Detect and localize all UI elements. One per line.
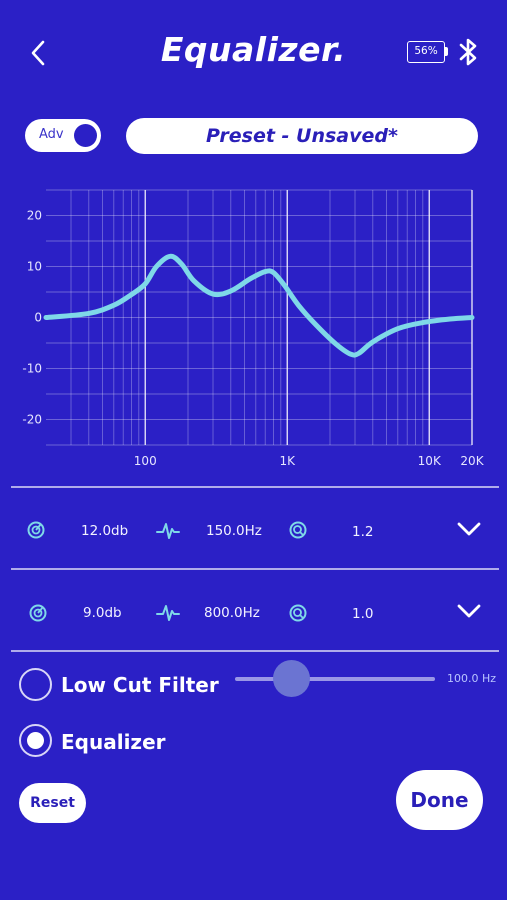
adv-toggle[interactable]: Adv bbox=[25, 119, 101, 152]
band-q: 1.0 bbox=[352, 606, 374, 622]
page-title: Equalizer. bbox=[160, 30, 347, 69]
toggle-knob bbox=[74, 124, 97, 147]
low-cut-radio[interactable] bbox=[19, 668, 52, 701]
low-cut-slider-handle[interactable] bbox=[272, 660, 310, 697]
eq-curve-line bbox=[43, 253, 475, 358]
band-row[interactable]: 12.0db 150.0Hz 1.2 bbox=[0, 488, 507, 568]
x-tick-label: 100 bbox=[134, 454, 157, 468]
x-tick-label: 20K bbox=[460, 454, 484, 468]
band-frequency: 150.0Hz bbox=[206, 523, 262, 539]
y-tick-label: 0 bbox=[34, 311, 42, 325]
y-tick-label: 20 bbox=[27, 209, 42, 223]
x-tick-label: 1K bbox=[279, 454, 296, 468]
equalizer-radio[interactable] bbox=[19, 724, 52, 757]
back-button[interactable] bbox=[24, 38, 52, 68]
y-tick-label: -20 bbox=[22, 413, 42, 427]
radio-dot bbox=[27, 732, 44, 749]
done-button[interactable]: Done bbox=[396, 770, 483, 830]
low-cut-value: 100.0 Hz bbox=[447, 672, 497, 685]
reset-button[interactable]: Reset bbox=[19, 783, 86, 823]
band-row[interactable]: 9.0db 800.0Hz 1.0 bbox=[0, 570, 507, 650]
divider bbox=[11, 650, 499, 652]
q-factor-icon bbox=[289, 604, 307, 622]
x-tick-label: 10K bbox=[418, 454, 442, 468]
chevron-down-icon[interactable] bbox=[456, 603, 482, 619]
y-tick-label: -10 bbox=[22, 362, 42, 376]
bluetooth-icon[interactable] bbox=[456, 36, 482, 68]
divider bbox=[11, 568, 499, 570]
divider bbox=[11, 486, 499, 488]
low-cut-slider-track[interactable] bbox=[235, 677, 435, 681]
chevron-down-icon[interactable] bbox=[456, 521, 482, 537]
gain-dial-icon bbox=[29, 604, 47, 622]
adv-toggle-label: Adv bbox=[39, 127, 64, 142]
equalizer-label: Equalizer bbox=[61, 730, 166, 754]
gain-dial-icon bbox=[27, 521, 45, 539]
battery-indicator: 56% bbox=[407, 41, 445, 63]
y-tick-label: 10 bbox=[27, 260, 42, 274]
band-q: 1.2 bbox=[352, 524, 374, 540]
q-factor-icon bbox=[289, 521, 307, 539]
frequency-wave-icon bbox=[156, 523, 180, 539]
battery-icon bbox=[445, 47, 448, 56]
low-cut-label: Low Cut Filter bbox=[61, 673, 219, 697]
frequency-wave-icon bbox=[156, 605, 180, 621]
band-frequency: 800.0Hz bbox=[204, 605, 260, 621]
band-gain: 12.0db bbox=[81, 523, 129, 539]
preset-selector[interactable]: Preset - Unsaved* bbox=[126, 118, 478, 154]
chevron-left-icon bbox=[31, 40, 45, 66]
band-gain: 9.0db bbox=[83, 605, 122, 621]
